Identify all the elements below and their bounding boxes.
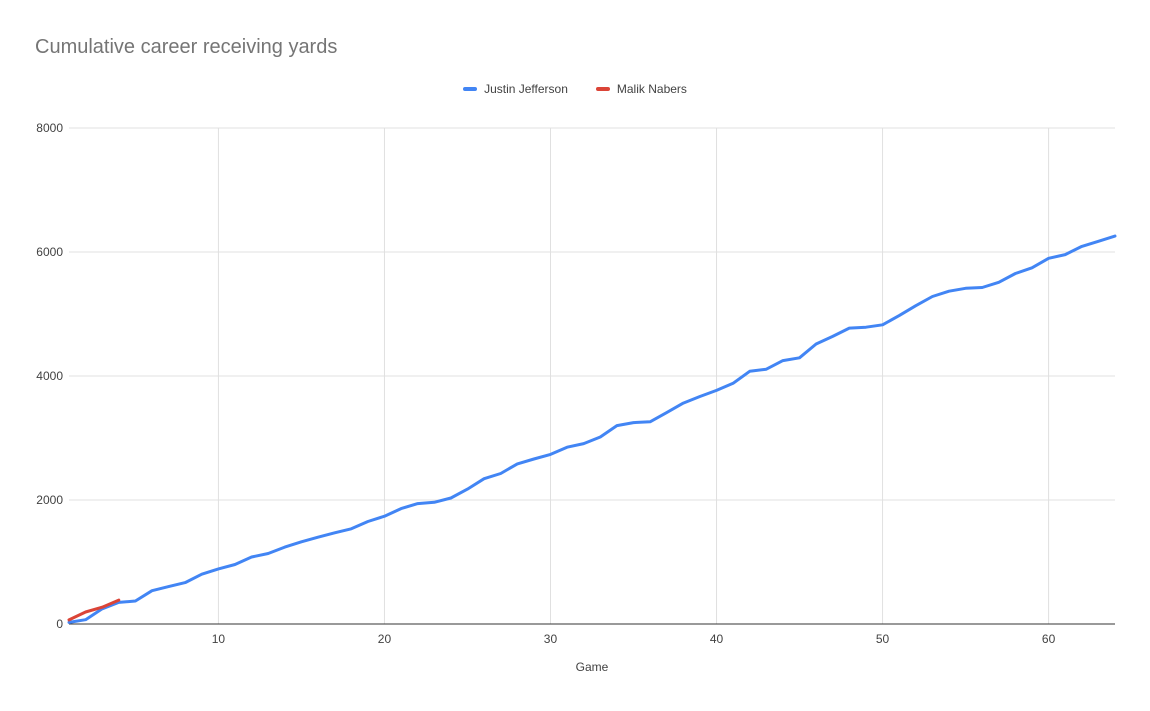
y-tick-label-6000: 6000: [36, 245, 63, 259]
y-tick-label-0: 0: [56, 617, 63, 631]
x-tick-label-20: 20: [378, 632, 392, 646]
x-tick-label-10: 10: [212, 632, 226, 646]
x-tick-label-50: 50: [876, 632, 890, 646]
chart-title: Cumulative career receiving yards: [35, 36, 338, 58]
legend-item-justin-jefferson: Justin Jefferson: [463, 82, 568, 96]
x-tick-label-60: 60: [1042, 632, 1056, 646]
y-tick-label-4000: 4000: [36, 369, 63, 383]
legend: Justin Jefferson Malik Nabers: [0, 82, 1150, 96]
legend-item-malik-nabers: Malik Nabers: [595, 82, 687, 96]
x-axis-title: Game: [575, 660, 609, 674]
x-tick-label-40: 40: [710, 632, 724, 646]
legend-label-justin-jefferson: Justin Jefferson: [484, 82, 568, 96]
series-line-malik-nabers: [67, 598, 121, 622]
y-tick-label-2000: 2000: [36, 493, 63, 507]
legend-label-malik-nabers: Malik Nabers: [616, 82, 687, 96]
legend-swatch-justin-jefferson: [463, 87, 478, 91]
y-tick-label-8000: 8000: [36, 121, 63, 135]
x-tick-label-30: 30: [544, 632, 558, 646]
series-line-justin-jefferson: [67, 234, 1117, 624]
legend-swatch-malik-nabers: [595, 87, 610, 91]
